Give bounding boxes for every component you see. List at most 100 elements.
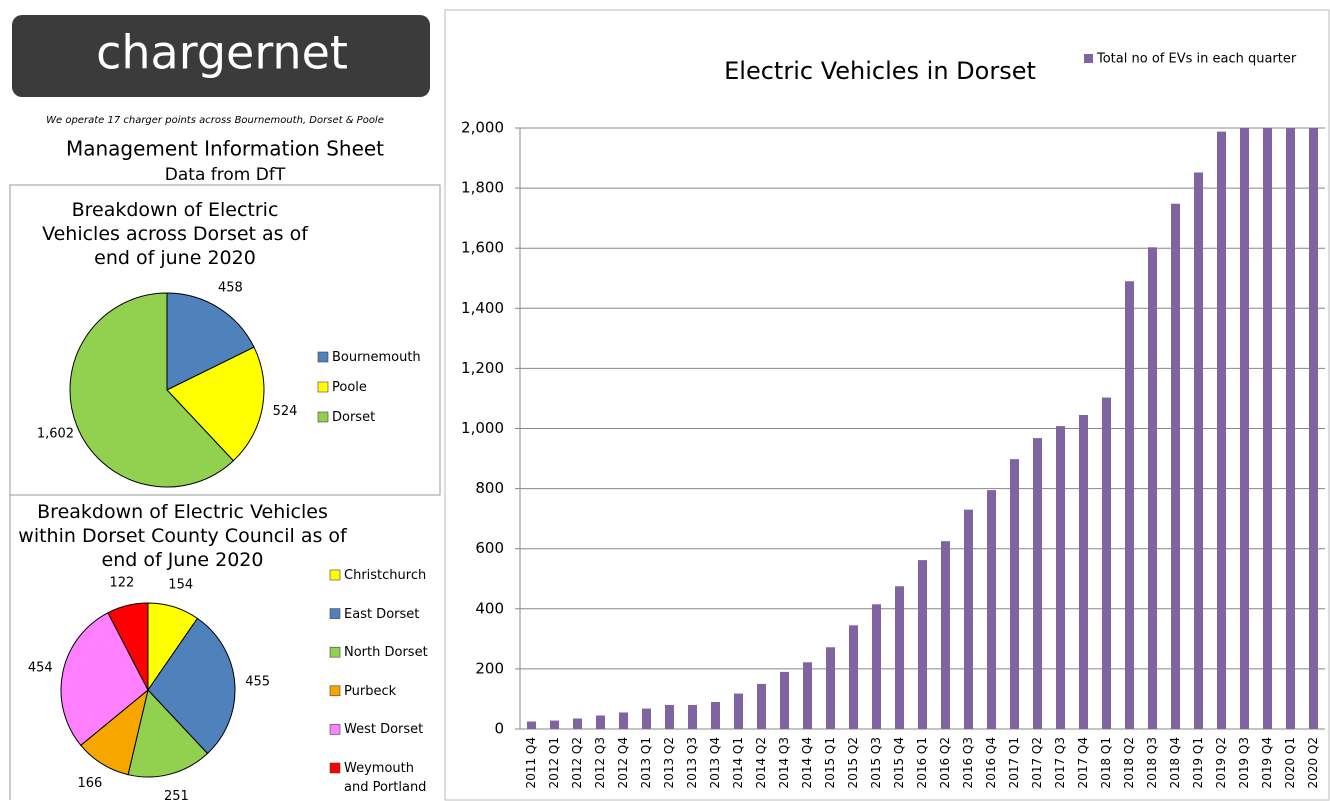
bar	[1125, 281, 1134, 729]
x-tick-label: 2014 Q4	[800, 737, 814, 788]
y-tick-label: 2,000	[461, 119, 504, 137]
pie-slice	[147, 617, 236, 755]
bar	[1171, 203, 1180, 729]
bar	[642, 708, 651, 729]
bar	[964, 509, 973, 729]
bar	[1033, 438, 1042, 729]
legend-swatch	[329, 569, 341, 581]
data-label: 1,602	[37, 427, 74, 442]
pie-title-box: Breakdown of Electric Vehicles across Do…	[42, 199, 308, 269]
data-label: 166	[77, 776, 102, 791]
pie-slice	[127, 688, 209, 778]
bar	[849, 625, 858, 729]
bar	[1309, 128, 1318, 729]
bar	[596, 715, 605, 729]
bar	[987, 490, 996, 729]
bar	[734, 693, 743, 729]
legend-label-box: Dorset	[332, 410, 376, 425]
bar	[895, 586, 904, 729]
legend-swatch	[329, 762, 341, 774]
bar-panel	[444, 9, 1330, 801]
x-tick-label: 2018 Q3	[1145, 737, 1159, 788]
legend-swatch	[1084, 54, 1093, 63]
bar	[803, 662, 812, 729]
x-tick-label: 2019 Q2	[1214, 737, 1228, 788]
y-tick-label: 800	[475, 479, 504, 497]
bar	[665, 704, 674, 729]
legend-label: Christchurch	[344, 568, 427, 583]
legend-label-box: Christchurch	[344, 568, 427, 583]
x-tick-label: 2016 Q3	[961, 737, 975, 788]
x-tick-label: 2016 Q1	[915, 737, 929, 788]
pie-slice	[166, 346, 265, 462]
logo: chargernet	[96, 26, 348, 80]
data-label: 524	[273, 404, 298, 419]
y-tick-label: 400	[475, 599, 504, 617]
pie-title: Breakdown of Electric Vehicles within Do…	[18, 501, 347, 571]
x-tick-label: 2019 Q1	[1191, 737, 1205, 788]
y-tick-label: 1,400	[461, 299, 504, 317]
bar	[619, 712, 628, 729]
data-label: 455	[245, 674, 270, 689]
x-tick-label: 2018 Q4	[1168, 737, 1182, 788]
y-tick-label: 200	[475, 659, 504, 677]
legend-label: Poole	[332, 380, 367, 395]
sheet-subtitle: Data from DfT	[165, 165, 286, 185]
x-tick-label: 2014 Q1	[731, 737, 745, 788]
bar	[527, 721, 536, 729]
bar	[872, 604, 881, 729]
legend-swatch	[317, 351, 329, 363]
x-tick-label: 2012 Q3	[593, 737, 607, 788]
x-tick-label: 2019 Q3	[1237, 737, 1251, 788]
y-tick-label: 0	[494, 720, 504, 738]
x-tick-label: 2012 Q4	[616, 737, 630, 788]
bar	[1056, 426, 1065, 729]
data-label: 154	[168, 577, 193, 592]
bar	[941, 541, 950, 729]
x-tick-label: 2015 Q4	[892, 737, 906, 788]
legend-label-box: North Dorset	[344, 645, 428, 660]
x-tick-label: 2013 Q2	[662, 737, 676, 788]
legend-label: Total no of EVs in each quarter	[1096, 52, 1297, 67]
chart-title: Electric Vehicles in Dorset	[724, 57, 1036, 85]
data-label: 458	[218, 281, 243, 296]
bar	[1079, 414, 1088, 729]
x-tick-label: 2017 Q2	[1030, 737, 1044, 788]
pie-title: Breakdown of Electric Vehicles across Do…	[42, 199, 308, 269]
x-tick-label: 2018 Q2	[1122, 737, 1136, 788]
x-tick-label: 2017 Q3	[1053, 737, 1067, 788]
bar	[573, 718, 582, 729]
legend-swatch	[329, 646, 341, 658]
data-label: 454	[28, 660, 53, 675]
legend-label: Dorset	[332, 410, 376, 425]
x-tick-label: 2016 Q4	[984, 737, 998, 788]
x-tick-label: 2012 Q1	[547, 737, 561, 788]
bar	[1010, 459, 1019, 729]
bar	[826, 647, 835, 729]
x-tick-label: 2013 Q4	[708, 737, 722, 788]
x-tick-label: 2019 Q4	[1260, 737, 1274, 788]
legend-swatch	[317, 411, 329, 423]
x-tick-label: 2020 Q2	[1306, 737, 1320, 788]
y-tick-label: 1,800	[461, 179, 504, 197]
bar	[780, 671, 789, 729]
bar	[1240, 128, 1249, 729]
x-tick-label: 2015 Q3	[869, 737, 883, 788]
legend-label-box: Bournemouth	[332, 350, 421, 365]
pie-panel	[9, 184, 441, 496]
legend-swatch	[329, 724, 341, 735]
legend-swatch	[329, 608, 341, 619]
bar	[1148, 247, 1157, 729]
pie-slice	[69, 292, 235, 488]
x-tick-label: 2017 Q1	[1007, 737, 1021, 788]
bar	[550, 720, 559, 729]
bar	[711, 701, 720, 729]
y-tick-label: 600	[475, 539, 504, 557]
x-tick-label: 2015 Q1	[823, 737, 837, 788]
data-label: 251	[164, 789, 189, 801]
x-tick-label: 2012 Q2	[570, 737, 584, 788]
x-tick-label: 2013 Q1	[639, 737, 653, 788]
data-label: 122	[110, 576, 135, 591]
bar	[1286, 128, 1295, 729]
